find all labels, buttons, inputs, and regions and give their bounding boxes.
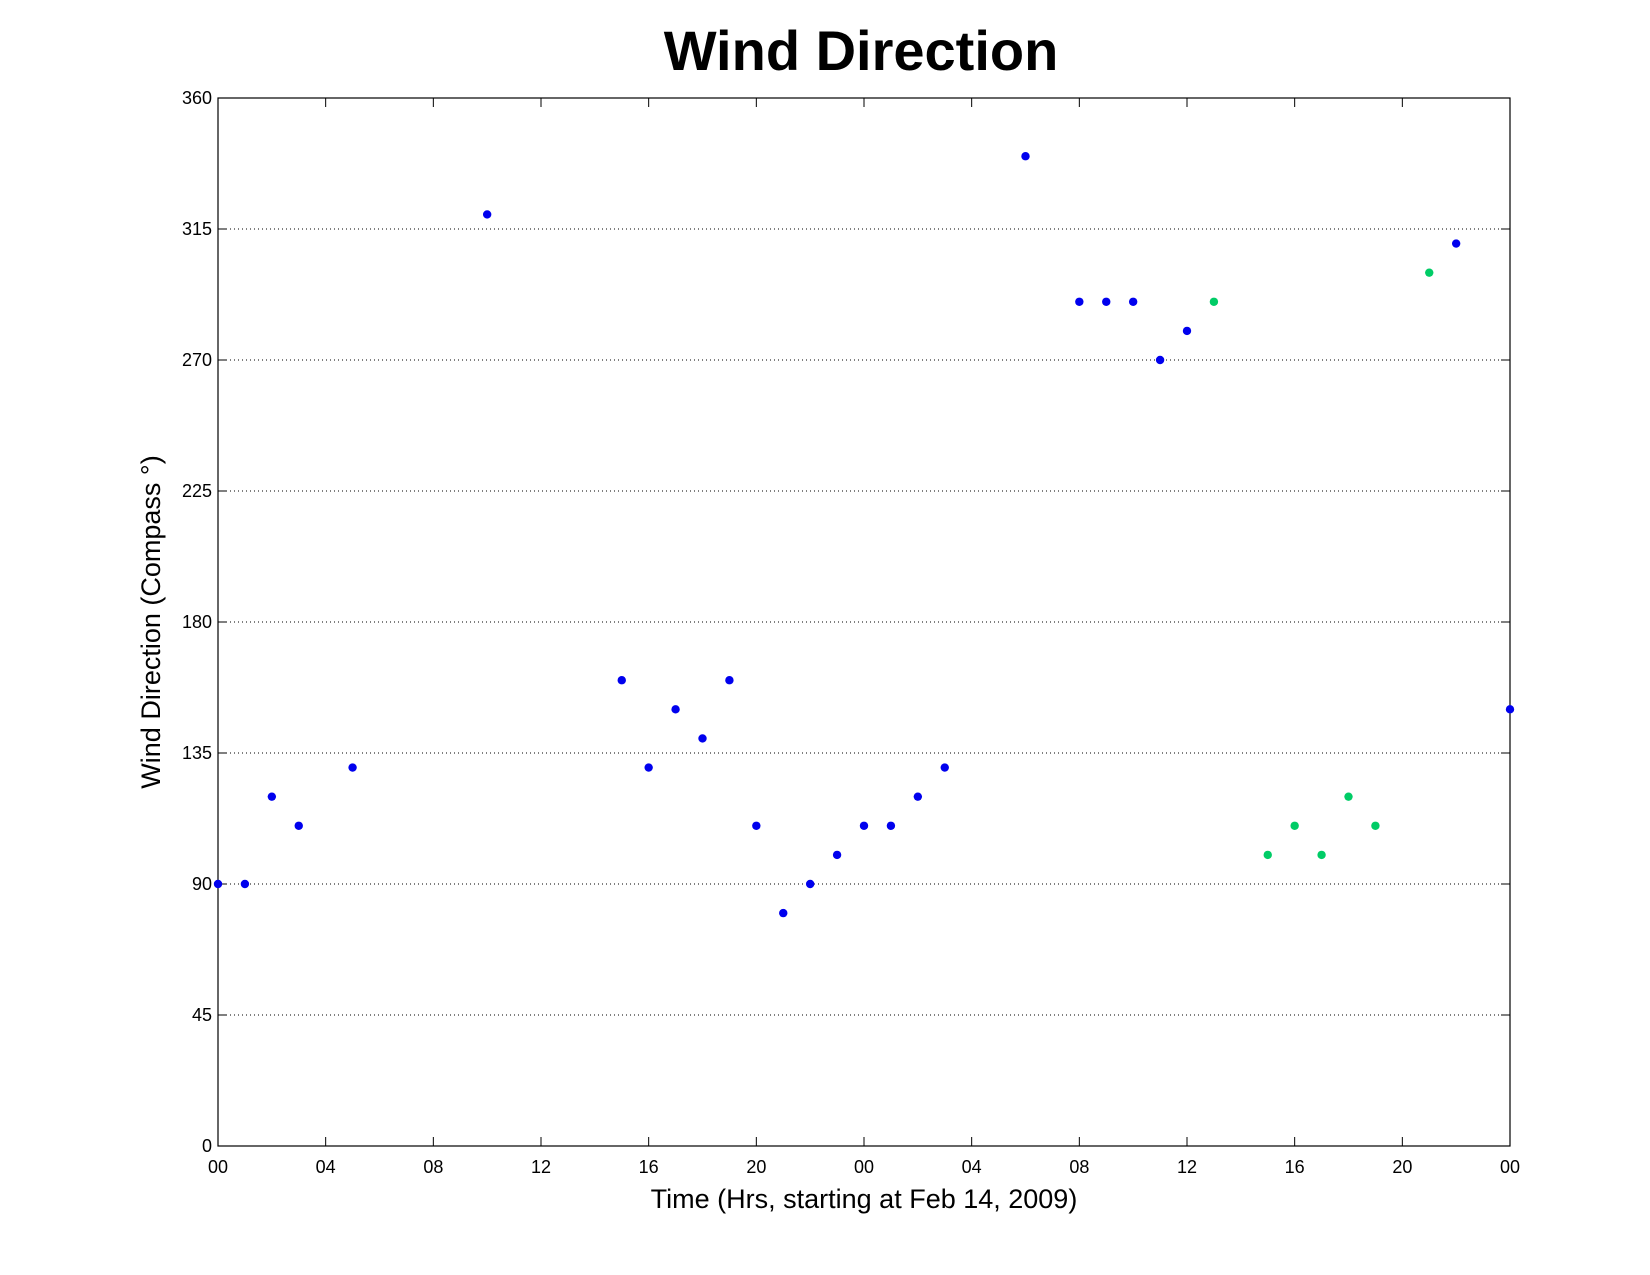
data-point-blue [779, 908, 788, 918]
y-tick-label: 270 [182, 350, 212, 370]
data-point-blue [1128, 297, 1138, 306]
data-point-blue [1102, 297, 1111, 306]
data-point-blue [348, 763, 357, 772]
x-tick-label: 00 [854, 1157, 874, 1177]
x-tick-label: 04 [962, 1157, 982, 1177]
data-point-blue [1505, 705, 1515, 714]
data-point-blue [940, 763, 949, 772]
axis-ticks: 0 45 90 135 180 225 270 315 360 00 04 08 12 16 20 00 04 0… [182, 88, 1520, 1177]
x-tick-label: 08 [1069, 1157, 1089, 1177]
data-point-blue [1075, 297, 1084, 306]
y-axis-label: Wind Direction (Compass °) [136, 455, 166, 788]
x-tick-label: 20 [746, 1157, 766, 1177]
data-point-green [1263, 850, 1272, 860]
data-point-blue [267, 792, 277, 801]
data-point-blue [1155, 355, 1165, 365]
data-point-green [1209, 297, 1219, 306]
data-point-blue [213, 879, 223, 889]
x-tick-label: 04 [316, 1157, 336, 1177]
data-point-blue [886, 821, 896, 830]
x-tick-label: 12 [531, 1157, 551, 1177]
data-point-blue [805, 879, 815, 889]
y-tick-label: 315 [182, 219, 212, 239]
y-tick-label: 180 [182, 612, 212, 632]
data-points [213, 152, 1515, 918]
data-point-blue [1451, 239, 1461, 248]
data-point-blue [617, 676, 626, 685]
y-tick-label: 225 [182, 481, 212, 501]
gridlines [218, 228, 1510, 1016]
data-point-blue [832, 850, 842, 860]
x-tick-label: 12 [1177, 1157, 1197, 1177]
data-point-green [1317, 850, 1326, 860]
plot-frame [217, 97, 1511, 1147]
data-point-blue [752, 821, 761, 830]
y-tick-label: 135 [182, 743, 212, 763]
data-point-green [1344, 792, 1353, 801]
y-tick-label: 45 [192, 1005, 212, 1025]
data-point-blue [859, 821, 869, 830]
data-point-blue [1182, 326, 1192, 336]
data-point-blue [294, 821, 303, 830]
x-tick-label: 20 [1392, 1157, 1412, 1177]
data-point-blue [725, 676, 734, 685]
data-point-green [1371, 821, 1380, 830]
data-point-blue [240, 879, 250, 889]
data-point-blue [482, 210, 492, 219]
x-tick-label: 08 [423, 1157, 443, 1177]
data-point-blue [644, 763, 653, 772]
data-point-blue [698, 734, 707, 743]
data-point-blue [1021, 152, 1030, 161]
y-tick-label: 360 [182, 88, 212, 108]
x-tick-label: 00 [1500, 1157, 1520, 1177]
x-tick-label: 00 [208, 1157, 228, 1177]
x-tick-label: 16 [639, 1157, 659, 1177]
y-tick-label: 0 [202, 1136, 212, 1156]
data-point-blue [671, 705, 680, 714]
data-point-blue [913, 792, 923, 801]
data-point-green [1425, 268, 1434, 277]
x-axis-label: Time (Hrs, starting at Feb 14, 2009) [651, 1184, 1078, 1214]
data-point-green [1290, 821, 1299, 830]
chart-title: Wind Direction [664, 19, 1059, 82]
x-tick-label: 16 [1285, 1157, 1305, 1177]
y-tick-label: 90 [192, 874, 212, 894]
